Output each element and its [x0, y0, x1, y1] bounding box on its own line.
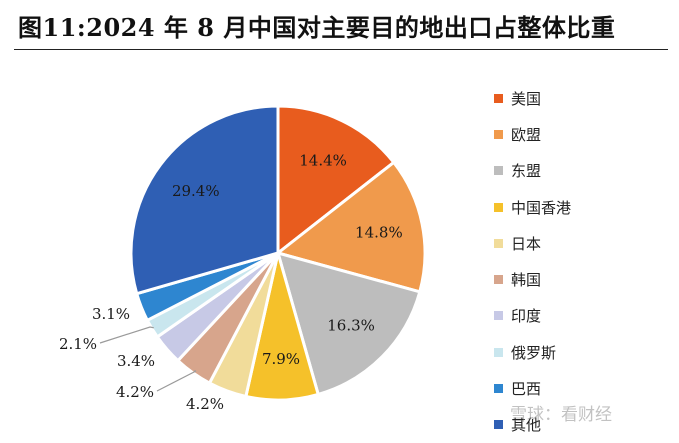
- chart-title: 图11:2024 年 8 月中国对主要目的地出口占整体比重: [18, 13, 616, 42]
- slice-label-7: 3.4%: [117, 352, 155, 370]
- legend-label: 美国: [511, 89, 542, 108]
- legend-label: 其他: [511, 416, 542, 435]
- pie-slice-3: [275, 250, 422, 397]
- legend-item-10: 其他: [494, 407, 571, 443]
- slice-label-5: 4.2%: [186, 395, 224, 413]
- slice-label-10: 29.4%: [172, 182, 220, 200]
- legend-swatch: [494, 347, 503, 357]
- legend-item-9: 巴西: [494, 370, 571, 406]
- legend-label: 日本: [511, 234, 542, 253]
- legend-item-1: 美国: [494, 80, 571, 116]
- pie-slice-1: [276, 104, 396, 257]
- legend-swatch: [494, 238, 503, 248]
- legend-label: 欧盟: [511, 125, 542, 144]
- slice-label-4: 7.9%: [262, 350, 300, 368]
- legend-item-8: 俄罗斯: [494, 334, 571, 370]
- legend-label: 印度: [511, 307, 542, 326]
- slice-label-6: 4.2%: [116, 383, 154, 401]
- legend-swatch: [494, 129, 503, 139]
- legend-swatch: [494, 275, 503, 285]
- watermark: 雪球：看财经: [510, 405, 612, 425]
- pie-slice-2: [274, 160, 427, 294]
- slice-label-1: 14.4%: [299, 151, 347, 169]
- legend-label: 俄罗斯: [511, 343, 557, 362]
- legend-swatch: [494, 420, 503, 430]
- legend-swatch: [494, 166, 503, 176]
- slice-label-8: 2.1%: [59, 335, 97, 353]
- legend-item-7: 印度: [494, 298, 571, 334]
- slice-label-2: 14.8%: [355, 224, 403, 242]
- leader-line-8: [99, 326, 154, 344]
- slice-label-3: 16.3%: [327, 316, 375, 334]
- legend-item-4: 中国香港: [494, 189, 571, 225]
- legend: 美国欧盟东盟中国香港日本韩国印度俄罗斯巴西其他: [494, 80, 571, 443]
- title-rule: [14, 49, 668, 50]
- legend-item-6: 韩国: [494, 261, 571, 297]
- leader-line-6: [156, 370, 197, 392]
- legend-label: 韩国: [511, 271, 542, 290]
- legend-item-5: 日本: [494, 225, 571, 261]
- legend-swatch: [494, 311, 503, 321]
- legend-swatch: [494, 384, 503, 394]
- legend-swatch: [494, 93, 503, 103]
- legend-label: 巴西: [511, 380, 542, 399]
- slice-label-9: 3.1%: [92, 305, 130, 323]
- pie-slice-10: [129, 104, 280, 296]
- legend-swatch: [494, 202, 503, 212]
- legend-label: 东盟: [511, 162, 542, 181]
- legend-item-2: 欧盟: [494, 116, 571, 152]
- legend-item-3: 东盟: [494, 153, 571, 189]
- legend-label: 中国香港: [511, 198, 572, 217]
